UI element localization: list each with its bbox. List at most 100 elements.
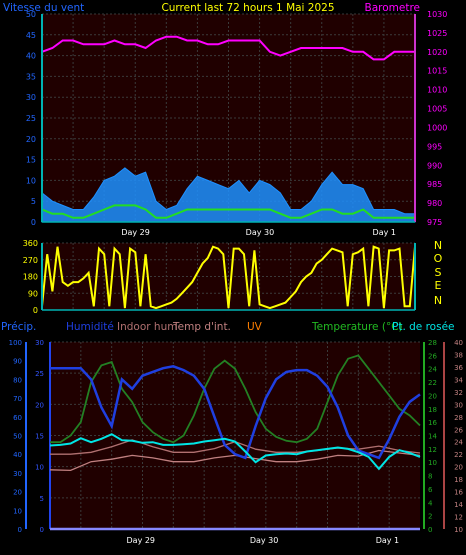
indoor-tick-label: 24: [454, 439, 463, 447]
indoor-tick-label: 12: [454, 514, 463, 522]
baro-tick-label: 980: [427, 199, 442, 208]
precip-tick-label: 30: [13, 470, 22, 478]
wind-tick-label: 10: [26, 176, 36, 185]
precip-tick-label: 60: [13, 414, 22, 422]
day-label: Day 29: [121, 228, 150, 237]
indoor-tick-label: 34: [454, 376, 463, 384]
wind-tick-label: 40: [26, 52, 36, 61]
day-label: Day 1: [373, 228, 396, 237]
dir-tick-label: 270: [23, 256, 38, 265]
indoor-tick-label: 26: [454, 426, 463, 434]
wind-max-series: [41, 167, 416, 223]
indoor-tick-label: 36: [454, 364, 463, 372]
temp-tick-label: 10: [428, 459, 437, 467]
indoor-tick-label: 22: [454, 451, 463, 459]
wind-tick-label: 5: [31, 197, 36, 206]
legend-precip: Précip.: [1, 321, 36, 333]
indoor-tick-label: 30: [454, 401, 463, 409]
temp-legend: Précip. Humidité Indoor hum Temp d'int. …: [1, 321, 455, 333]
wind-axis-title: Vitesse du vent: [3, 2, 84, 14]
indoor-tick-label: 38: [454, 351, 463, 359]
baro-tick-label: 1025: [427, 29, 447, 38]
dir-tick-label: 0: [33, 306, 38, 315]
chart-title: Current last 72 hours 1 Mai 2025: [161, 2, 334, 14]
humidity-tick-label: 5: [40, 495, 44, 503]
wind-tick-label: 45: [26, 31, 36, 40]
legend-indoor-hum: Indoor hum: [117, 321, 177, 333]
legend-temperature: Temperature (°C): [311, 321, 403, 333]
day-label: Day 29: [127, 536, 156, 545]
temp-tick-label: 18: [428, 406, 437, 414]
temp-tick-label: 8: [428, 473, 432, 481]
wind-tick-label: 50: [26, 10, 36, 19]
baro-tick-label: 1030: [427, 10, 447, 19]
baro-tick-label: 1000: [427, 123, 447, 132]
baro-tick-label: 1020: [427, 48, 447, 57]
precip-tick-label: 40: [13, 451, 22, 459]
wind-tick-label: 25: [26, 114, 36, 123]
baro-tick-label: 985: [427, 180, 442, 189]
cardinal-label: S: [435, 266, 442, 279]
indoor-tick-label: 32: [454, 389, 463, 397]
precip-tick-label: 70: [13, 395, 22, 403]
precip-tick-label: 10: [13, 507, 22, 515]
precip-tick-label: 80: [13, 376, 22, 384]
wind-direction-series: [41, 245, 416, 310]
temp-tick-label: 16: [428, 419, 437, 427]
cardinal-label: N: [434, 239, 442, 252]
day-label: Day 30: [250, 536, 279, 545]
cardinal-label: N: [434, 294, 442, 307]
humidity-series: [50, 365, 421, 460]
wind-tick-label: 15: [26, 156, 36, 165]
humidity-tick-label: 0: [40, 526, 44, 534]
dir-tick-label: 360: [23, 239, 38, 248]
temp-tick-label: 12: [428, 446, 437, 454]
baro-axis-title: Barometre: [365, 2, 421, 14]
precip-tick-label: 50: [13, 433, 22, 441]
baro-tick-label: 975: [427, 218, 442, 227]
wind-tick-label: 0: [31, 218, 36, 227]
humidity-tick-label: 20: [35, 401, 44, 409]
temp-tick-label: 24: [428, 366, 437, 374]
dew-series: [49, 433, 421, 471]
temp-hum-panel: 0102030405060708090100051015202530024681…: [9, 339, 464, 545]
day-label: Day 30: [246, 228, 275, 237]
precip-tick-label: 90: [13, 358, 22, 366]
indoor-tick-label: 28: [454, 414, 463, 422]
indoor-tick-label: 40: [454, 339, 463, 347]
baro-tick-label: 1015: [427, 67, 447, 76]
temp-tick-label: 26: [428, 352, 437, 360]
temp-series: [50, 354, 421, 444]
indoor-tick-label: 20: [454, 464, 463, 472]
cardinal-label: O: [434, 252, 443, 265]
baro-tick-label: 995: [427, 142, 442, 151]
cardinal-label: E: [435, 279, 442, 292]
legend-indoor-temp: Temp d'int.: [172, 321, 231, 333]
temp-tick-label: 28: [428, 339, 437, 347]
day-label: Day 1: [376, 536, 399, 545]
temp-tick-label: 0: [428, 526, 432, 534]
humidity-tick-label: 25: [35, 370, 44, 378]
temp-tick-label: 2: [428, 513, 432, 521]
baro-tick-label: 990: [427, 161, 442, 170]
wind-tick-label: 30: [26, 93, 36, 102]
temp-tick-label: 4: [428, 499, 433, 507]
temp-tick-label: 20: [428, 392, 437, 400]
humidity-tick-label: 15: [35, 433, 44, 441]
legend-humidity: Humidité: [66, 321, 114, 333]
wind-baro-panel: 0510152025303540455097598098599099510001…: [26, 10, 448, 237]
dir-tick-label: 90: [28, 289, 38, 298]
indoor-tick-label: 10: [454, 526, 463, 534]
indoor-tick-label: 16: [454, 489, 463, 497]
humidity-tick-label: 30: [35, 339, 44, 347]
temp-tick-label: 22: [428, 379, 437, 387]
legend-uv: UV: [247, 321, 263, 333]
humidity-tick-label: 10: [35, 464, 44, 472]
baro-tick-label: 1005: [427, 105, 447, 114]
wind-tick-label: 20: [26, 135, 36, 144]
baro-series: [41, 35, 415, 61]
wind-avg-series: [41, 204, 415, 219]
